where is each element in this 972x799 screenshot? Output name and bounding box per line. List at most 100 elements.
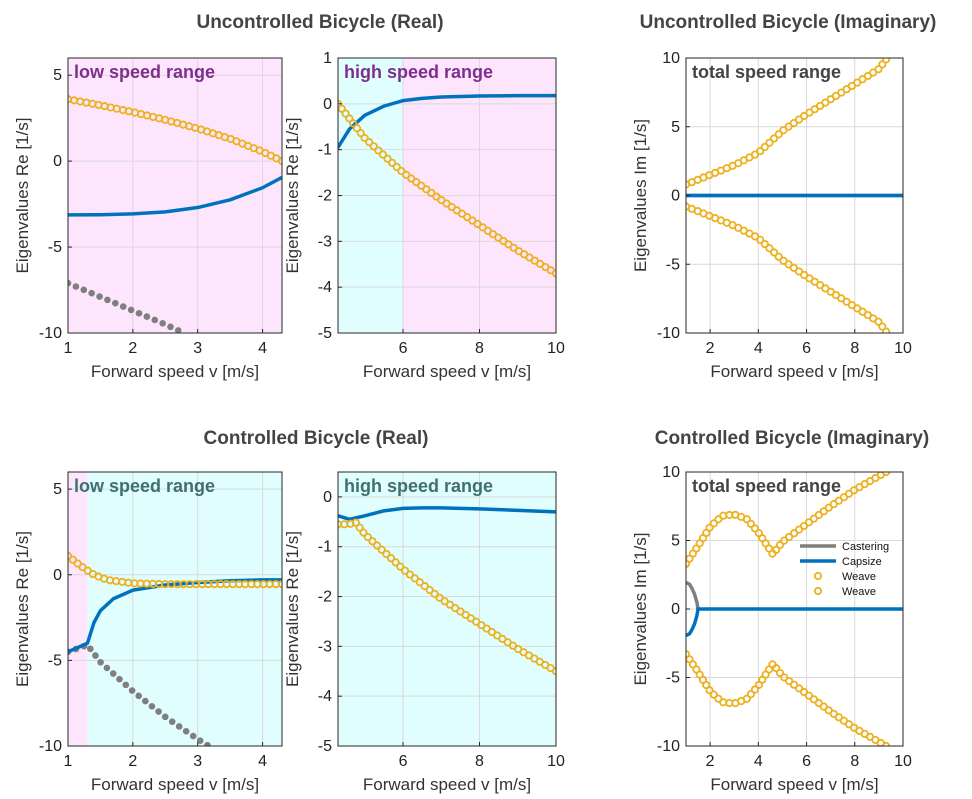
x-tick-label: 4 xyxy=(754,340,763,357)
series-point-castering xyxy=(127,306,135,314)
series-point-weave xyxy=(341,109,350,118)
series-point-castering xyxy=(189,732,197,740)
y-tick-label: -5 xyxy=(318,325,332,342)
series-point-weave xyxy=(382,549,391,559)
x-tick-label: 1 xyxy=(64,340,73,357)
series-point-weave xyxy=(705,523,714,532)
series-point-weave xyxy=(400,566,410,575)
series-point-castering xyxy=(128,687,136,694)
series-point-weave xyxy=(397,166,406,176)
series-point-weave xyxy=(377,545,386,554)
series-point-weave xyxy=(746,519,755,528)
series-point-weave xyxy=(686,559,691,568)
series-point-castering xyxy=(92,652,99,659)
series-point-castering xyxy=(103,664,111,672)
region-label: total speed range xyxy=(692,476,841,496)
panel-ur_high: 6 8 10 -5 -4 -3 -2 -1 0 1 Forward speed v [m/s] Eig… xyxy=(283,50,565,381)
x-tick-label: 6 xyxy=(399,753,408,770)
series-line-capsize xyxy=(68,578,282,654)
series-point-weave xyxy=(882,58,891,64)
series-point-castering xyxy=(72,283,80,290)
series-point-weave xyxy=(388,158,397,167)
series-group xyxy=(338,506,556,676)
series-point-weave xyxy=(774,252,783,261)
y-tick-label: -2 xyxy=(318,188,332,205)
series-point-castering xyxy=(151,316,159,324)
legend-label: Weave xyxy=(842,571,876,583)
series-group xyxy=(338,93,556,278)
series-point-castering xyxy=(104,296,111,304)
x-tick-label: 10 xyxy=(547,753,565,770)
y-tick-label: -4 xyxy=(318,688,332,705)
y-tick-label: 5 xyxy=(671,119,680,136)
series-group xyxy=(686,58,903,333)
series-point-weave xyxy=(874,317,883,326)
series-point-weave xyxy=(430,589,439,598)
series-point-weave xyxy=(349,119,358,128)
y-tick-label: 0 xyxy=(323,489,332,506)
legend-label: Capsize xyxy=(842,556,882,568)
y-tick-label: 10 xyxy=(662,464,680,481)
series-point-weave xyxy=(356,129,365,138)
panel-ui_total: 2 4 6 8 10 -10 -5 0 5 10 Forward speed v [m/s] Eige… xyxy=(631,50,912,381)
series-point-weave xyxy=(410,574,419,583)
series-point-weave xyxy=(383,154,392,163)
x-axis-label: Forward speed v [m/s] xyxy=(91,362,259,381)
series-point-weave xyxy=(769,134,779,143)
series-point-weave xyxy=(775,668,785,678)
x-tick-label: 2 xyxy=(128,753,137,770)
series-point-castering xyxy=(135,692,142,700)
x-tick-label: 6 xyxy=(802,753,811,770)
x-axis-label: Forward speed v [m/s] xyxy=(710,775,878,794)
series-point-weave xyxy=(882,327,891,333)
y-tick-label: 0 xyxy=(53,153,62,170)
series-point-castering xyxy=(143,313,151,320)
y-axis-label: Eigenvalues Im [1/s] xyxy=(631,532,650,685)
shading-cyan xyxy=(338,472,556,746)
series-point-weave xyxy=(338,104,346,113)
series-point-weave xyxy=(355,523,364,532)
series-point-weave xyxy=(368,537,377,546)
axes-frame xyxy=(67,471,283,747)
y-tick-label: 5 xyxy=(671,533,680,550)
series-point-castering xyxy=(116,675,123,683)
series-line-capsize xyxy=(68,175,282,217)
series-point-weave xyxy=(405,570,415,579)
region-label: total speed range xyxy=(692,62,841,82)
series-point-weave xyxy=(756,147,765,156)
series-point-castering xyxy=(155,708,162,715)
region-label: high speed range xyxy=(344,62,493,82)
y-tick-label: -10 xyxy=(657,325,680,342)
x-tick-label: 10 xyxy=(547,340,565,357)
x-axis-label: Forward speed v [m/s] xyxy=(710,362,878,381)
x-tick-label: 6 xyxy=(802,340,811,357)
series-group xyxy=(68,95,282,333)
series-point-castering xyxy=(96,293,103,300)
series-point-castering xyxy=(88,289,95,297)
y-tick-label: -10 xyxy=(39,738,62,755)
y-tick-label: 5 xyxy=(53,67,62,84)
axes-frame xyxy=(337,471,557,747)
series-point-castering xyxy=(135,309,143,317)
series-point-weave xyxy=(878,60,887,69)
series-point-weave xyxy=(374,146,383,155)
shading-cyan xyxy=(87,472,282,746)
x-tick-label: 1 xyxy=(64,753,73,770)
x-tick-label: 8 xyxy=(850,753,859,770)
y-tick-label: 0 xyxy=(53,567,62,584)
series-point-weave xyxy=(756,235,765,244)
series-point-castering xyxy=(167,323,174,331)
x-tick-label: 4 xyxy=(258,753,267,770)
series-point-weave xyxy=(378,150,388,159)
shading-magenta xyxy=(68,472,88,746)
series-point-weave xyxy=(882,472,891,477)
legend-label: Weave xyxy=(842,586,876,598)
y-tick-label: 0 xyxy=(323,96,332,113)
series-line-capsize xyxy=(338,506,556,522)
y-tick-label: 0 xyxy=(671,601,680,618)
series-point-castering xyxy=(161,713,169,721)
y-tick-label: 0 xyxy=(671,188,680,205)
x-tick-label: 2 xyxy=(706,753,715,770)
series-point-weave xyxy=(386,554,396,563)
